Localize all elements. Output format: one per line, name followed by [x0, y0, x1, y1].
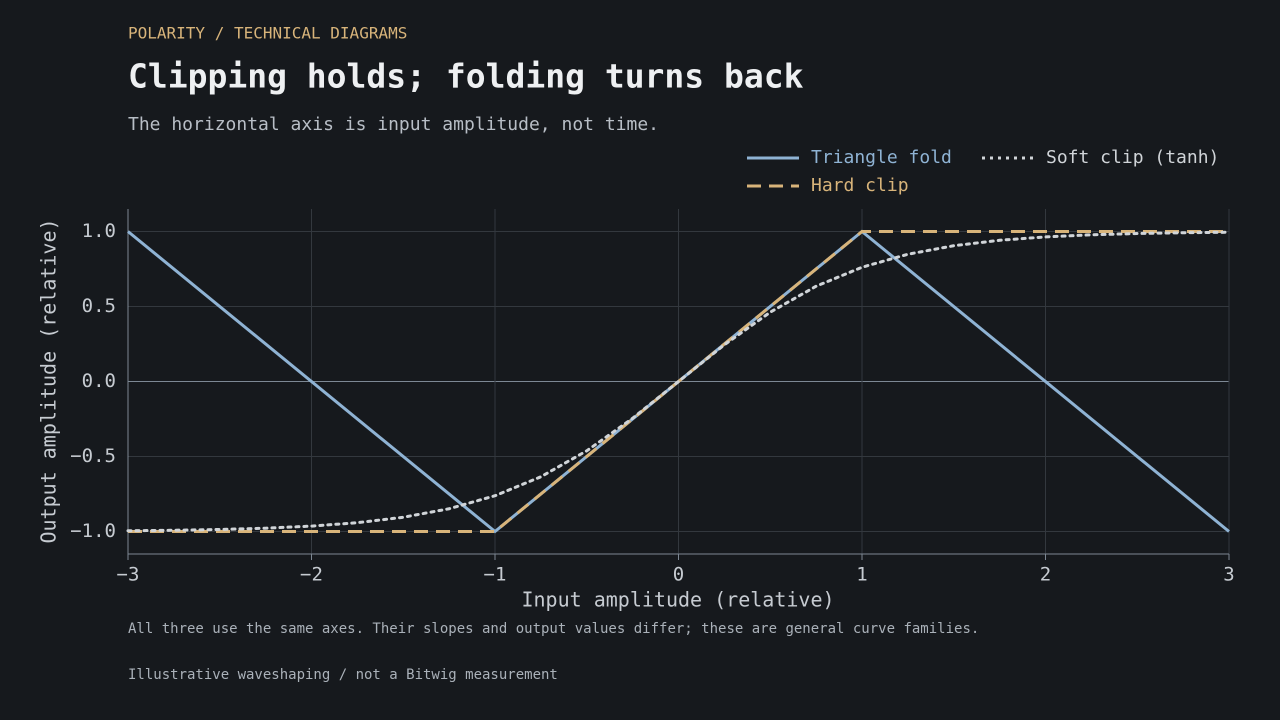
legend-label: Soft clip (tanh) [1046, 147, 1219, 168]
x-tick-label: −2 [300, 564, 323, 586]
x-tick-label: 0 [673, 564, 684, 586]
y-tick-label: 1.0 [82, 220, 116, 242]
source-note: Illustrative waveshaping / not a Bitwig … [128, 667, 558, 683]
x-axis-label: Input amplitude (relative) [521, 588, 834, 612]
y-tick-label: 0.0 [82, 370, 116, 392]
legend-label: Triangle fold [811, 147, 952, 168]
y-tick-label: −1.0 [70, 520, 116, 542]
x-tick-label: 3 [1223, 564, 1234, 586]
x-tick-label: 2 [1040, 564, 1051, 586]
y-tick-label: −0.5 [70, 445, 116, 467]
x-tick-label: −3 [117, 564, 140, 586]
x-tick-label: 1 [856, 564, 867, 586]
y-tick-label: 0.5 [82, 295, 116, 317]
chart-title: Clipping holds; folding turns back [128, 57, 804, 96]
legend-label: Hard clip [811, 175, 909, 196]
x-tick-label: −1 [484, 564, 507, 586]
footnote: All three use the same axes. Their slope… [128, 621, 979, 637]
eyebrow: POLARITY / TECHNICAL DIAGRAMS [128, 24, 407, 43]
y-axis-label: Output amplitude (relative) [37, 218, 61, 543]
subtitle: The horizontal axis is input amplitude, … [128, 114, 659, 135]
series-line [126, 230, 1231, 533]
